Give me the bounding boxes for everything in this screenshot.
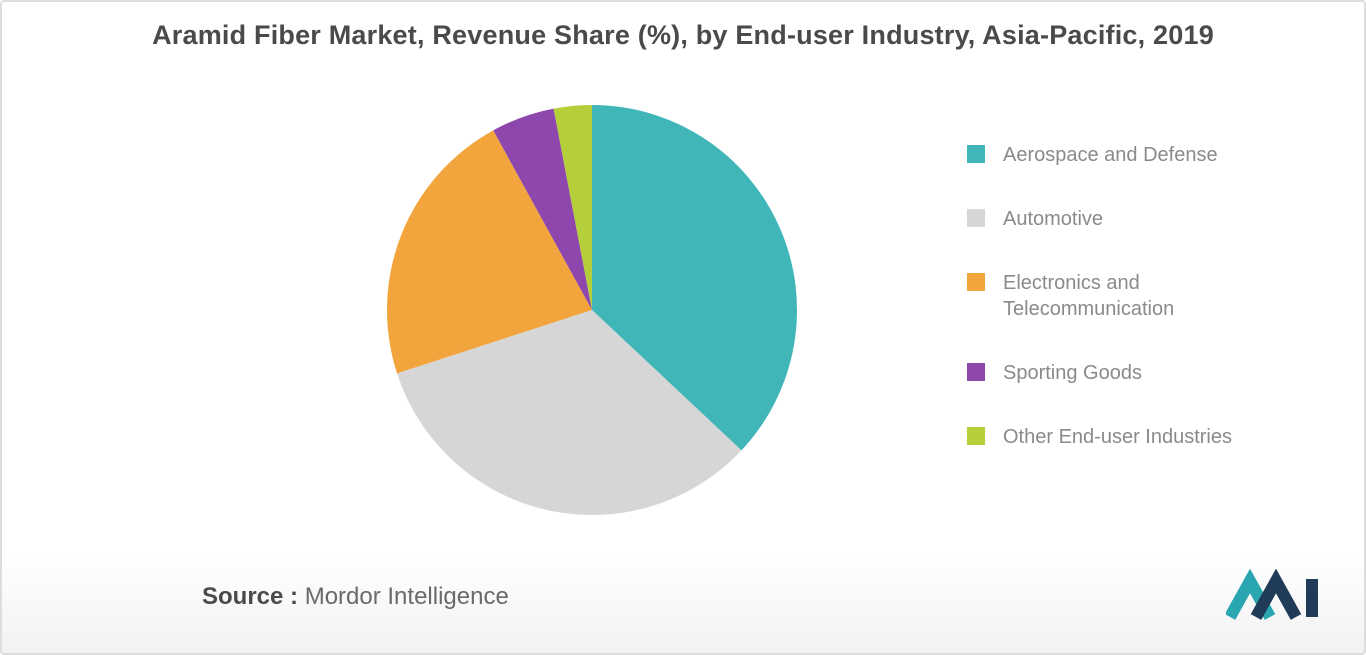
pie-chart xyxy=(382,100,802,520)
legend-item: Sporting Goods xyxy=(967,360,1307,386)
legend-item: Automotive xyxy=(967,206,1307,232)
legend-swatch xyxy=(967,145,985,163)
legend: Aerospace and Defense Automotive Electroni… xyxy=(967,142,1307,488)
source-line: Source : Mordor Intelligence xyxy=(202,583,509,611)
legend-swatch xyxy=(967,209,985,227)
legend-item: Other End-user Industries xyxy=(967,424,1307,450)
source-value: Mordor Intelligence xyxy=(305,583,509,610)
chart-frame: Aramid Fiber Market, Revenue Share (%), … xyxy=(0,0,1366,655)
legend-label: Sporting Goods xyxy=(1003,360,1142,386)
legend-swatch xyxy=(967,273,985,291)
legend-swatch xyxy=(967,363,985,381)
brand-logo xyxy=(1226,569,1322,625)
legend-item: Aerospace and Defense xyxy=(967,142,1307,168)
source-label: Source : xyxy=(202,583,305,610)
legend-item: Electronics and Telecommunication xyxy=(967,270,1307,322)
legend-swatch xyxy=(967,427,985,445)
legend-label: Other End-user Industries xyxy=(1003,424,1232,450)
legend-label: Automotive xyxy=(1003,206,1103,232)
legend-label: Electronics and Telecommunication xyxy=(1003,270,1283,322)
legend-label: Aerospace and Defense xyxy=(1003,142,1218,168)
chart-title: Aramid Fiber Market, Revenue Share (%), … xyxy=(2,20,1364,51)
